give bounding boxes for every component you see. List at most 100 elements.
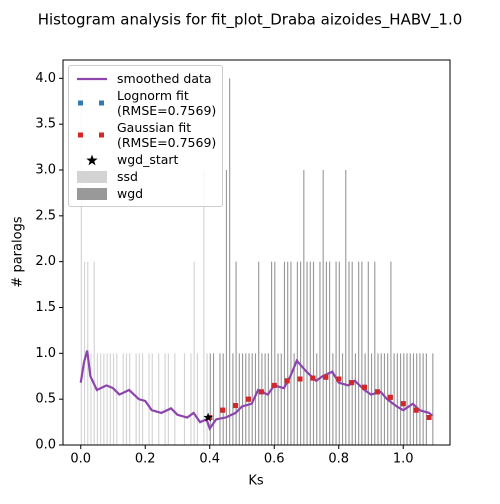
hist-bar (316, 353, 318, 445)
hist-bar (364, 353, 366, 445)
hist-bar (267, 353, 269, 445)
hist-bar (174, 353, 176, 445)
hist-bar (341, 353, 344, 445)
fit-marker (220, 407, 226, 413)
fit-marker (426, 415, 432, 420)
hist-bar (271, 261, 273, 445)
hist-bar (167, 353, 169, 445)
y-tick-label: 2.0 (35, 254, 56, 269)
hist-bar (319, 261, 321, 445)
hist-bar (209, 353, 211, 445)
hist-bar (290, 261, 292, 445)
hist-bar (129, 353, 131, 445)
hist-bar (183, 353, 186, 445)
hist-bar (245, 353, 247, 445)
fit-marker (336, 376, 342, 382)
hist-bar (151, 353, 153, 445)
hist-bar (274, 261, 276, 445)
fit-marker (400, 401, 406, 407)
y-tick-label: 1.0 (35, 346, 56, 361)
axes-frame (62, 59, 451, 446)
hist-bar (83, 261, 86, 445)
x-tick-label: 0.2 (135, 452, 156, 467)
hist-bar (348, 261, 350, 445)
hist-bar (361, 261, 363, 445)
legend-label: wgd_start (117, 152, 179, 167)
hist-bar (212, 353, 215, 445)
hist-bar (225, 170, 227, 445)
legend-entry: smoothed data (75, 71, 216, 86)
fit-marker (284, 378, 290, 384)
hist-bar (100, 353, 102, 445)
hist-bar (306, 261, 308, 445)
fit-marker (387, 394, 393, 400)
legend-label: ssd (117, 169, 138, 184)
hist-bar (251, 353, 253, 445)
hist-bar (229, 78, 231, 445)
hist-bar (235, 261, 237, 445)
legend-swatch-mark (99, 100, 104, 106)
hist-bar (425, 353, 427, 445)
hist-bar (338, 261, 340, 445)
hist-bar (241, 353, 244, 445)
star-marker (203, 412, 213, 422)
hist-bar (296, 261, 298, 445)
hist-bar (412, 353, 415, 445)
legend-swatch (78, 132, 104, 138)
hist-bar (322, 170, 324, 445)
hist-bar (403, 353, 405, 445)
hist-bar (116, 353, 118, 445)
legend-swatch-mark (78, 132, 83, 138)
fit-marker (413, 407, 419, 413)
legend-label: Gaussian fit (RMSE=0.7569) (117, 120, 217, 150)
legend-swatch (77, 170, 107, 183)
fit-marker (310, 375, 316, 381)
hist-bar (377, 353, 379, 445)
legend-swatch-mark (86, 154, 98, 165)
hist-bar (232, 353, 234, 445)
hist-bar (258, 261, 260, 445)
fit-marker (374, 389, 380, 395)
y-axis-label: # paralogs (11, 216, 26, 287)
hist-bar (103, 353, 105, 445)
x-tick-label: 0.8 (328, 452, 349, 467)
hist-bar (422, 353, 424, 445)
fit-marker (349, 380, 355, 386)
hist-bar (193, 261, 195, 445)
hist-bar (300, 261, 302, 445)
hist-bar (335, 261, 337, 445)
legend-swatch-mark (78, 100, 83, 106)
legend-swatch (77, 77, 107, 80)
hist-bar (312, 261, 315, 445)
smoothed-line (79, 350, 433, 431)
hist-bar (354, 353, 356, 445)
legend-entry: Lognorm fit (RMSE=0.7569) (75, 88, 216, 118)
hist-bar (90, 353, 92, 445)
legend-swatch (77, 187, 107, 200)
x-tick-label: 0.6 (264, 452, 285, 467)
fit-marker (245, 396, 251, 402)
hist-bar (351, 261, 353, 445)
legend-label: Lognorm fit (RMSE=0.7569) (117, 88, 217, 118)
hist-bar (367, 261, 369, 445)
hist-bar (80, 78, 82, 445)
x-axis-label: Ks (248, 474, 264, 489)
legend-entry: ssd (75, 169, 216, 184)
legend-entry: Gaussian fit (RMSE=0.7569) (75, 120, 216, 150)
fit-marker (258, 389, 264, 395)
legend-swatch-mark (99, 132, 104, 138)
chart-title: Histogram analysis for fit_plot_Draba ai… (38, 11, 463, 30)
legend-swatch (86, 154, 98, 165)
fit-marker (233, 403, 239, 409)
legend-entry: wgd_start (75, 152, 216, 167)
hist-bar (432, 353, 434, 445)
hist-bar (325, 261, 327, 445)
hist-bar (390, 261, 392, 445)
hist-bar (409, 353, 411, 445)
x-tick-label: 0.4 (199, 452, 220, 467)
hist-bar (329, 261, 331, 445)
hist-bar (96, 353, 98, 445)
y-tick-label: 0.5 (35, 392, 56, 407)
